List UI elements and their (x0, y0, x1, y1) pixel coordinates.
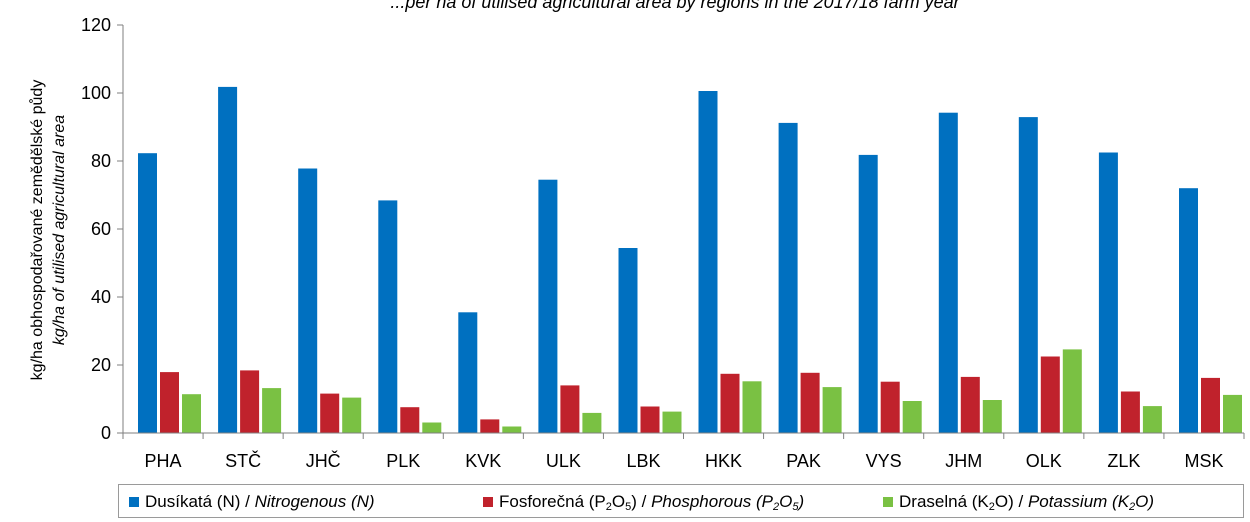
x-tick-label: MSK (1184, 451, 1223, 471)
bar-nitrogenous-vys (858, 154, 878, 433)
bar-nitrogenous-lbk (618, 248, 638, 433)
bar-nitrogenous-hkk (698, 91, 718, 433)
y-tick-label: 100 (81, 83, 111, 103)
legend-swatch-nitrogenous (129, 497, 139, 507)
bar-potassium-kvk (502, 426, 522, 433)
bar-phosphorous-pha (160, 372, 179, 433)
x-tick-label: PHA (144, 451, 181, 471)
x-tick-label: ZLK (1107, 451, 1140, 471)
legend-label-nitrogenous: Dusíkatá (N) / Nitrogenous (N) (145, 492, 375, 511)
legend-swatch-phosphorous (483, 497, 493, 507)
bar-potassium-ulk (582, 412, 602, 433)
bar-nitrogenous-olk (1018, 117, 1038, 433)
bar-phosphorous-jhm (960, 376, 980, 433)
legend-swatch-potassium (883, 497, 893, 507)
bar-phosphorous-pak (800, 372, 820, 433)
y-tick-label: 0 (101, 423, 111, 443)
bar-nitrogenous-pak (778, 122, 798, 434)
bar-phosphorous-stč (240, 370, 260, 433)
legend-label-potassium: Draselná (K2O) / Potassium (K2O) (899, 492, 1155, 513)
bar-phosphorous-jhč (320, 393, 340, 433)
x-tick-label: OLK (1026, 451, 1062, 471)
bar-nitrogenous-pha (138, 153, 157, 433)
bar-phosphorous-ulk (560, 385, 580, 433)
x-tick-label: JHM (945, 451, 982, 471)
bars-layer (138, 86, 1242, 434)
bar-potassium-hkk (742, 381, 762, 433)
x-tick-label: STČ (225, 450, 261, 471)
bar-nitrogenous-kvk (458, 312, 478, 433)
bar-chart: ...per ha of utilised agricultural area … (28, 0, 1245, 471)
bar-potassium-plk (422, 422, 442, 433)
x-tick-label: VYS (866, 451, 902, 471)
y-tick-label: 20 (91, 355, 111, 375)
y-axis-label-czech: kg/ha obhospodařované zemědělské půdy (28, 80, 46, 381)
bar-potassium-lbk (662, 411, 682, 433)
bar-phosphorous-olk (1040, 356, 1060, 433)
axes-layer: PHA STČ JHČ PLK KVK ULK LBK HKK PAK VYS JHM OLK ZLK M… (81, 15, 1245, 471)
y-tick-label: 120 (81, 15, 111, 35)
bar-nitrogenous-jhč (298, 168, 318, 433)
x-tick-label: JHČ (306, 450, 341, 471)
x-tick-label: KVK (465, 451, 501, 471)
y-tick-label: 40 (91, 287, 111, 307)
bar-phosphorous-vys (880, 381, 900, 433)
bar-nitrogenous-ulk (538, 179, 558, 433)
bar-phosphorous-msk (1201, 377, 1220, 433)
bar-phosphorous-zlk (1120, 391, 1140, 433)
chart-title: ...per ha of utilised agricultural area … (390, 0, 960, 12)
bar-potassium-msk (1223, 394, 1242, 433)
bar-potassium-vys (902, 401, 922, 433)
bar-phosphorous-hkk (720, 373, 740, 433)
bar-potassium-jhč (342, 397, 362, 433)
bar-potassium-pha (182, 394, 201, 433)
bar-potassium-stč (262, 388, 282, 433)
legend-item-potassium: Draselná (K2O) / Potassium (K2O) (883, 492, 1154, 513)
bar-nitrogenous-stč (218, 86, 238, 434)
x-tick-label: PLK (386, 451, 420, 471)
legend-item-nitrogenous: Dusíkatá (N) / Nitrogenous (N) (129, 492, 375, 512)
bar-potassium-jhm (982, 400, 1002, 433)
bar-phosphorous-plk (400, 407, 420, 433)
bar-potassium-zlk (1142, 406, 1162, 433)
bar-nitrogenous-zlk (1098, 152, 1118, 433)
bar-nitrogenous-jhm (938, 112, 958, 433)
chart-legend: Dusíkatá (N) / Nitrogenous (N) Fosforečn… (118, 484, 1244, 518)
bar-phosphorous-lbk (640, 406, 660, 433)
bar-potassium-pak (822, 387, 842, 433)
y-axis-label-english: kg/ha of utilised agricultural area (51, 115, 68, 345)
legend-label-phosphorous: Fosforečná (P2O5) / Phosphorous (P2O5) (499, 492, 805, 513)
bar-nitrogenous-plk (378, 200, 398, 433)
x-tick-label: HKK (705, 451, 742, 471)
y-tick-label: 80 (91, 151, 111, 171)
y-tick-label: 60 (91, 219, 111, 239)
x-tick-label: PAK (786, 451, 821, 471)
x-tick-label: ULK (546, 451, 581, 471)
bar-potassium-olk (1062, 349, 1082, 433)
bar-phosphorous-kvk (480, 419, 500, 433)
x-tick-label: LBK (626, 451, 660, 471)
bar-nitrogenous-msk (1179, 188, 1198, 433)
legend-item-phosphorous: Fosforečná (P2O5) / Phosphorous (P2O5) (483, 492, 804, 513)
